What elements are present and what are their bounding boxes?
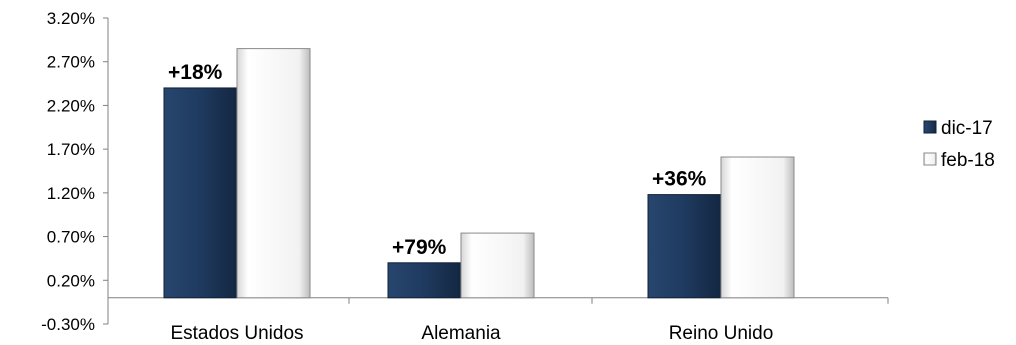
bar-feb-18-1 (460, 232, 535, 299)
bar-dic-17-2 (647, 194, 722, 299)
y-tick-label: 2.70% (47, 53, 95, 72)
bar-dic-17-1 (387, 262, 462, 299)
y-tick-label: -0.30% (41, 315, 95, 334)
legend-swatch-feb-18 (923, 152, 937, 166)
bar-annotation: +36% (652, 168, 707, 191)
bar-feb-18-2 (720, 156, 795, 299)
y-tick-label: 1.70% (47, 140, 95, 159)
bar-dic-17-0 (163, 87, 238, 299)
x-category-label: Reino Unido (669, 323, 774, 344)
legend-swatch-dic-17 (923, 120, 937, 134)
y-tick-label: 0.70% (47, 228, 95, 247)
bar-feb-18-0 (236, 48, 311, 299)
y-tick-label: 3.20% (47, 9, 95, 28)
legend-label: feb-18 (941, 150, 995, 171)
x-category-label: Alemania (421, 323, 501, 344)
bar-annotation: +18% (168, 61, 223, 84)
y-tick-label: 2.20% (47, 96, 95, 115)
y-tick-label: 0.20% (47, 271, 95, 290)
legend: dic-17 feb-18 (923, 118, 995, 171)
x-category-label: Estados Unidos (170, 323, 303, 344)
y-tick-label: 1.20% (47, 184, 95, 203)
bar-annotation: +79% (392, 236, 447, 259)
legend-label: dic-17 (941, 118, 993, 139)
